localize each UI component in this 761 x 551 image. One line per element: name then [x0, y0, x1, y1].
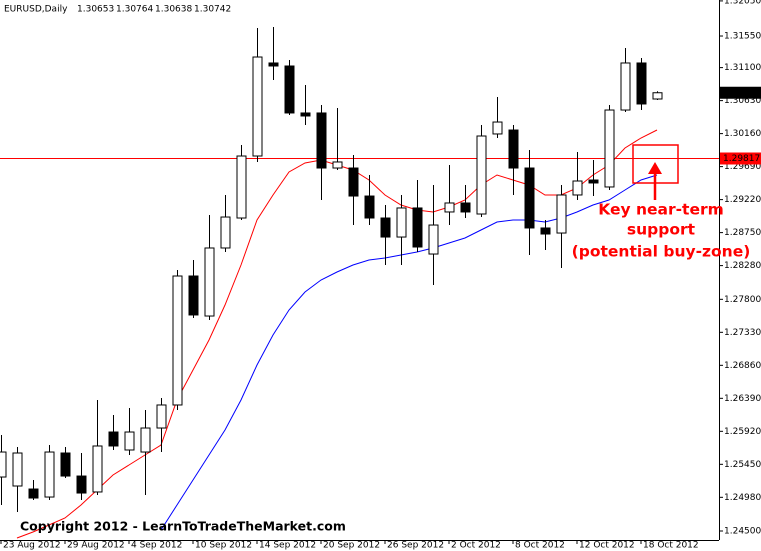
y-tick-label: 1.32050: [724, 0, 761, 6]
candle-body: [236, 155, 247, 219]
x-tick-label: 10 Sep 2012: [195, 541, 252, 551]
copyright: Copyright 2012 - LearnToTradeTheMarket.c…: [20, 519, 346, 534]
candle-body: [428, 224, 439, 255]
header-low: 1.30638: [155, 5, 192, 15]
candle-body: [252, 56, 263, 157]
x-tick-label: 12 Oct 2012: [579, 541, 635, 551]
header-open: 1.30653: [77, 5, 114, 15]
candle-body: [412, 207, 423, 248]
candle-body: [188, 275, 199, 316]
x-tick-label: 8 Oct 2012: [515, 541, 565, 551]
candle-body: [460, 202, 471, 213]
candle-body: [124, 431, 135, 451]
x-tick-label: 29 Aug 2012: [67, 541, 125, 551]
candle-body: [332, 161, 343, 169]
annotation: support: [627, 221, 696, 239]
annotation: Key near-term: [598, 201, 724, 219]
y-tick-label: 1.25920: [724, 427, 761, 437]
candle-body: [204, 247, 215, 317]
candle-body: [172, 275, 183, 406]
y-tick-label: 1.26860: [724, 361, 761, 371]
candle-body: [556, 194, 567, 234]
candle-body: [604, 109, 615, 188]
candle-body: [524, 167, 535, 229]
y-tick-label: 1.25450: [724, 460, 761, 470]
candle-body: [476, 135, 487, 215]
arrow-head: [648, 162, 662, 174]
candle-body: [268, 62, 279, 67]
x-tick-label: 18 Oct 2012: [643, 541, 699, 551]
candle-body: [60, 452, 71, 477]
y-tick-label: 1.28280: [724, 261, 761, 271]
y-tick-label: 1.30630: [724, 96, 761, 106]
candle-body: [284, 65, 295, 114]
y-tick-label: 1.31100: [724, 63, 761, 73]
candle-body: [156, 404, 167, 429]
x-tick-label: 4 Sep 2012: [131, 541, 182, 551]
price-label-box: [720, 86, 761, 99]
moving-average: [160, 174, 658, 531]
candle-body: [620, 62, 631, 111]
candle-body: [76, 475, 87, 494]
candle-body: [492, 121, 503, 135]
y-tick-label: 1.30160: [724, 129, 761, 139]
y-tick-label: 1.28750: [724, 228, 761, 238]
candle-body: [508, 129, 519, 169]
y-tick-label: 1.27800: [724, 295, 761, 305]
candle-body: [348, 167, 359, 197]
candle-body: [28, 488, 39, 499]
y-tick-label: 1.29220: [724, 195, 761, 205]
candle-body: [108, 431, 119, 447]
x-tick-label: 2 Oct 2012: [451, 541, 501, 551]
y-tick-label: 1.26390: [724, 394, 761, 404]
candle-body: [12, 452, 23, 487]
candle-body: [0, 451, 7, 478]
header-high: 1.30764: [116, 5, 153, 15]
price-label: 1.30742: [723, 88, 760, 98]
candle-body: [220, 216, 231, 249]
candle-body: [396, 207, 407, 238]
annotation: (potential buy-zone): [572, 243, 751, 261]
level-label-box: [720, 152, 761, 165]
x-tick-label: 23 Aug 2012: [3, 541, 61, 551]
y-tick-label: 1.27330: [724, 328, 761, 338]
header-close: 1.30742: [194, 5, 231, 15]
candle-body: [540, 227, 551, 235]
y-tick-label: 1.24980: [724, 493, 761, 503]
plot-area: [0, 26, 719, 539]
candle-body: [364, 195, 375, 219]
chart-title: EURUSD,Daily: [4, 5, 68, 15]
candle-body: [588, 179, 599, 184]
candle-body: [316, 112, 327, 169]
candle-body: [636, 62, 647, 105]
candle-body: [444, 202, 455, 213]
candle-body: [652, 92, 663, 100]
y-tick-label: 1.31550: [724, 32, 761, 42]
candle-body: [140, 427, 151, 453]
x-tick-label: 26 Sep 2012: [387, 541, 444, 551]
y-tick-label: 1.29690: [724, 162, 761, 172]
x-tick-label: 20 Sep 2012: [323, 541, 380, 551]
candle-body: [92, 445, 103, 493]
level-label: 1.29817: [723, 154, 760, 164]
candle-body: [380, 217, 391, 238]
candle-body: [572, 180, 583, 196]
candle-body: [44, 451, 55, 498]
candle-body: [300, 112, 311, 117]
y-tick-label: 1.24500: [724, 527, 761, 537]
x-tick-label: 14 Sep 2012: [259, 541, 316, 551]
